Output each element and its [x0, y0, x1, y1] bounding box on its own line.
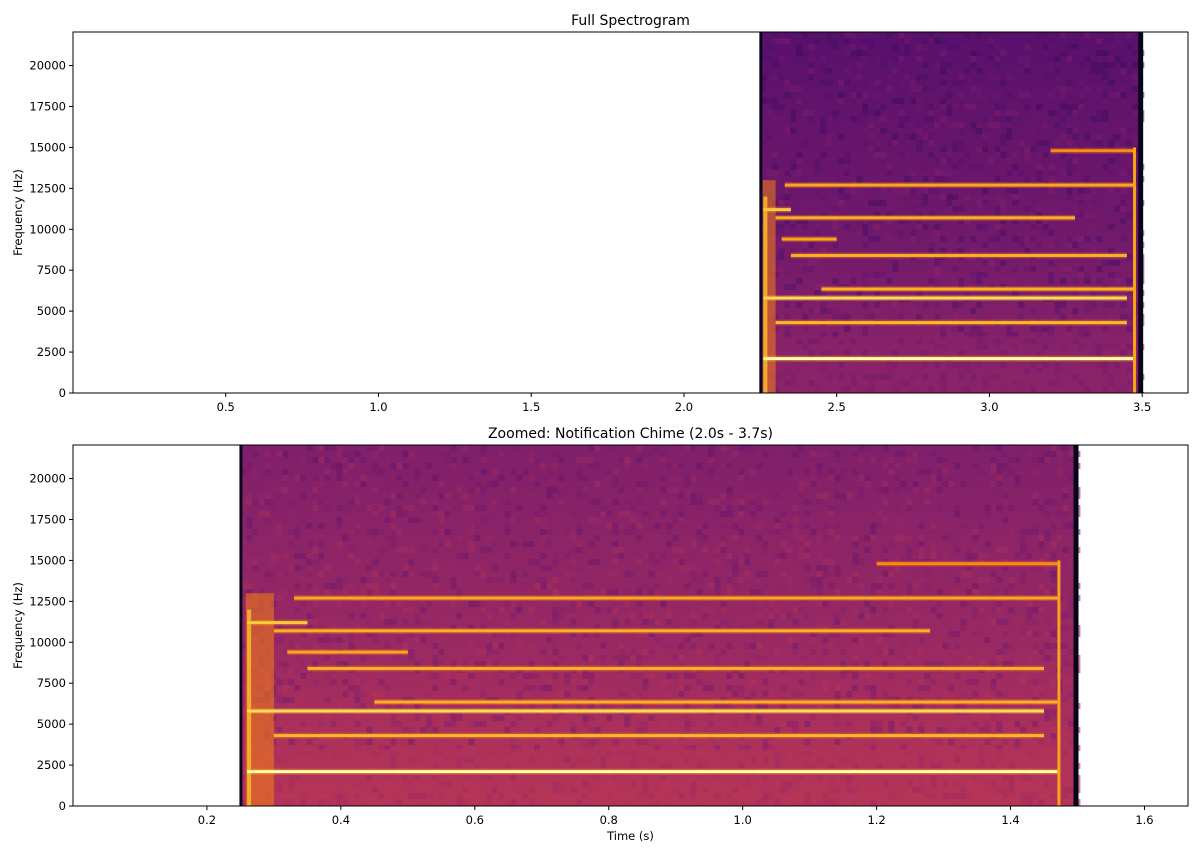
y-tick-label: 12500 — [29, 594, 66, 608]
offset-line — [1133, 147, 1137, 393]
x-tick-label: 1.0 — [369, 400, 387, 414]
harmonic-line — [784, 183, 1134, 187]
y-tick-label: 7500 — [37, 676, 66, 690]
x-tick-label: 3.5 — [1133, 400, 1151, 414]
x-tick-label: 0.2 — [198, 813, 216, 827]
y-tick-label: 10000 — [29, 635, 66, 649]
onset-line — [247, 609, 252, 806]
y-tick-label: 12500 — [29, 181, 66, 195]
low-band-energy — [240, 748, 1078, 806]
x-tick-label: 0.5 — [217, 400, 235, 414]
x-tick-label: 1.4 — [1001, 813, 1019, 827]
x-tick-label: 1.2 — [867, 813, 885, 827]
x-tick-label: 0.4 — [332, 813, 350, 827]
low-band-energy — [760, 335, 1143, 393]
y-axis-label: Frequency (Hz) — [11, 582, 25, 669]
data-edge-left — [759, 32, 763, 393]
axes-frame — [72, 444, 1189, 807]
y-tick-label: 15000 — [29, 140, 66, 154]
x-axis-label: Time (s) — [606, 829, 654, 843]
data-edge-right — [1073, 445, 1079, 806]
harmonic-line — [273, 629, 931, 633]
chart-title: Zoomed: Notification Chime (2.0s - 3.7s) — [488, 426, 773, 442]
harmonic-line — [293, 596, 1058, 600]
y-tick-label: 17500 — [29, 512, 66, 526]
y-tick-label: 17500 — [29, 99, 66, 113]
harmonic-line — [247, 709, 1045, 713]
spectrogram-panel: Full Spectrogram 0.5 1.0 1.5 2.0 2.5 3.0 3.5 0 25… — [11, 13, 1189, 414]
harmonic-line — [821, 287, 1134, 291]
y-tick-label: 7500 — [37, 263, 66, 277]
harmonic-line — [307, 666, 1045, 670]
harmonic-line — [247, 770, 1058, 774]
harmonic-line — [763, 357, 1134, 361]
y-tick-label: 20000 — [29, 472, 66, 486]
harmonic-line — [763, 296, 1127, 300]
y-tick-label: 15000 — [29, 553, 66, 567]
harmonic-line — [876, 562, 1058, 566]
spectrogram-heatmap — [239, 445, 1081, 806]
chart-title: Full Spectrogram — [571, 13, 690, 29]
x-tick-label: 0.8 — [600, 813, 618, 827]
harmonic-line — [247, 621, 308, 625]
x-tick-label: 1.5 — [522, 400, 540, 414]
y-axis-label: Frequency (Hz) — [11, 169, 25, 256]
y-tick-label: 10000 — [29, 222, 66, 236]
x-tick-label: 1.6 — [1135, 813, 1153, 827]
harmonic-line — [287, 650, 408, 654]
y-tick-label: 20000 — [29, 59, 66, 73]
x-tick-label: 0.6 — [466, 813, 484, 827]
harmonic-line — [775, 321, 1127, 325]
y-tick-label: 2500 — [37, 345, 66, 359]
axes-frame — [72, 31, 1189, 394]
x-tick-label: 3.0 — [980, 400, 998, 414]
onset-line — [763, 196, 768, 393]
spectrogram-panel: Zoomed: Notification Chime (2.0s - 3.7s)… — [11, 426, 1189, 843]
y-tick-label: 5000 — [37, 717, 66, 731]
x-tick-label: 2.5 — [828, 400, 846, 414]
y-tick-label: 0 — [59, 386, 66, 400]
x-tick-label: 2.0 — [675, 400, 693, 414]
harmonic-line — [781, 237, 837, 241]
y-tick-label: 0 — [59, 799, 66, 813]
data-edge-left — [239, 445, 243, 806]
harmonic-line — [775, 216, 1075, 220]
harmonic-line — [1050, 149, 1134, 153]
offset-line — [1057, 560, 1061, 806]
data-edge-right — [1138, 32, 1144, 393]
y-tick-label: 2500 — [37, 758, 66, 772]
harmonic-line — [273, 734, 1045, 738]
harmonic-line — [790, 253, 1127, 257]
harmonic-line — [374, 700, 1058, 704]
x-tick-label: 1.0 — [734, 813, 752, 827]
spectrogram-heatmap — [759, 32, 1145, 393]
harmonic-line — [763, 208, 791, 212]
y-tick-label: 5000 — [37, 304, 66, 318]
